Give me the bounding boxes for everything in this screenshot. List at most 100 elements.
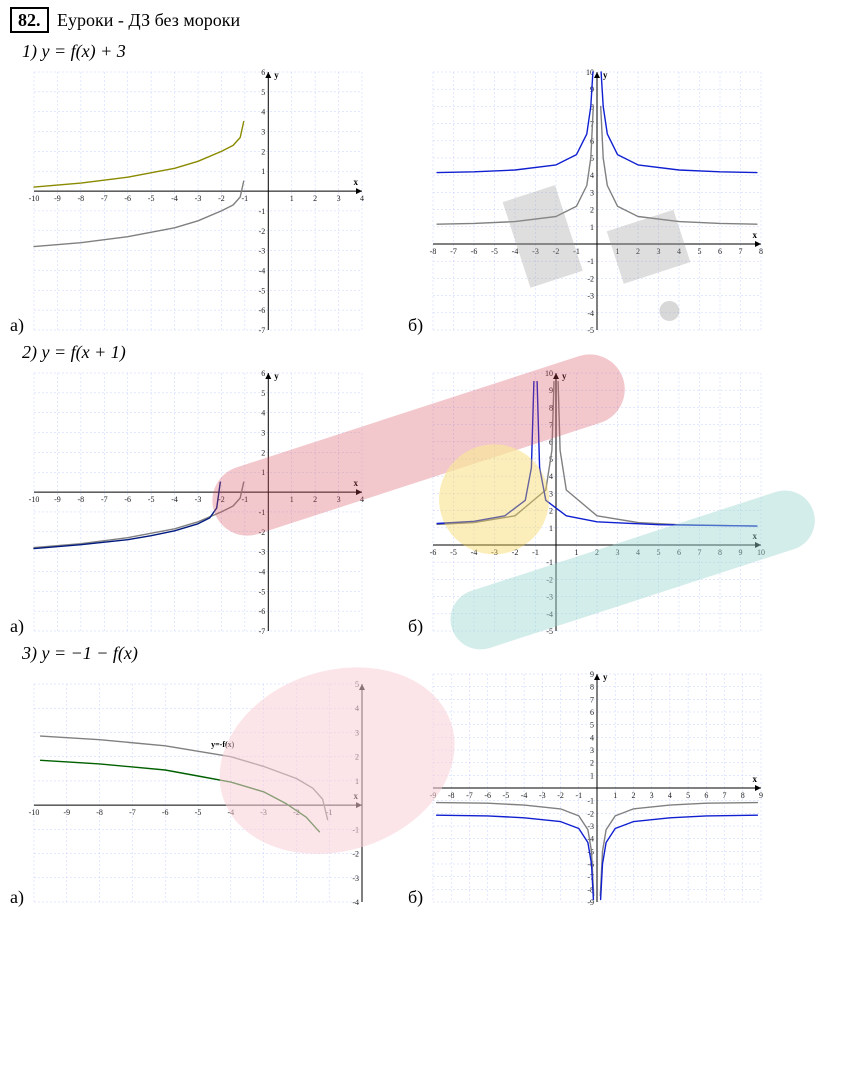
svg-text:2: 2 — [632, 791, 636, 800]
svg-text:9: 9 — [759, 791, 763, 800]
svg-text:5: 5 — [686, 791, 690, 800]
svg-text:1: 1 — [575, 548, 579, 557]
svg-text:-3: -3 — [260, 808, 267, 817]
svg-text:5: 5 — [698, 247, 702, 256]
svg-text:4: 4 — [261, 108, 265, 117]
svg-text:-6: -6 — [162, 808, 169, 817]
svg-text:4: 4 — [668, 791, 672, 800]
svg-text:-3: -3 — [539, 791, 546, 800]
svg-text:6: 6 — [590, 708, 594, 717]
svg-text:-2: -2 — [218, 495, 225, 504]
svg-text:-7: -7 — [466, 791, 473, 800]
svg-text:3: 3 — [616, 548, 620, 557]
svg-text:2: 2 — [549, 507, 553, 516]
svg-text:3: 3 — [337, 495, 341, 504]
svg-text:x: x — [753, 774, 758, 784]
chart-3b: xy-9-8-7-6-5-4-3-2-1123456789-9-8-7-6-5-… — [427, 668, 767, 908]
svg-text:-2: -2 — [259, 227, 266, 236]
svg-text:10: 10 — [757, 548, 765, 557]
svg-text:8: 8 — [718, 548, 722, 557]
svg-text:-3: -3 — [546, 593, 553, 602]
svg-text:-4: -4 — [587, 309, 594, 318]
svg-text:5: 5 — [657, 548, 661, 557]
svg-text:-6: -6 — [124, 194, 131, 203]
svg-text:-8: -8 — [78, 495, 85, 504]
svg-text:-1: -1 — [352, 825, 359, 834]
svg-text:-4: -4 — [171, 495, 178, 504]
svg-text:8: 8 — [759, 247, 763, 256]
svg-text:y: y — [562, 371, 567, 381]
svg-text:-4: -4 — [171, 194, 178, 203]
eq-1: 1) y = f(x) + 3 — [22, 41, 868, 62]
svg-text:2: 2 — [355, 753, 359, 762]
svg-text:-9: -9 — [54, 495, 61, 504]
svg-text:8: 8 — [590, 683, 594, 692]
svg-text:-9: -9 — [63, 808, 70, 817]
svg-text:-3: -3 — [352, 874, 359, 883]
svg-text:-7: -7 — [259, 326, 266, 335]
svg-text:1: 1 — [261, 167, 265, 176]
svg-text:-1: -1 — [242, 495, 249, 504]
svg-text:4: 4 — [360, 194, 364, 203]
eq-2: 2) y = f(x + 1) — [22, 342, 868, 363]
site-tag: Еуроки - ДЗ без мороки — [57, 10, 240, 30]
svg-text:3: 3 — [549, 489, 553, 498]
svg-text:1: 1 — [549, 524, 553, 533]
svg-text:-1: -1 — [587, 257, 594, 266]
svg-text:-8: -8 — [96, 808, 103, 817]
svg-text:3: 3 — [355, 728, 359, 737]
svg-text:1: 1 — [261, 468, 265, 477]
svg-text:-8: -8 — [448, 791, 455, 800]
label-a: а) — [10, 315, 24, 336]
svg-text:4: 4 — [261, 409, 265, 418]
svg-text:7: 7 — [723, 791, 727, 800]
svg-text:-7: -7 — [101, 495, 108, 504]
svg-text:-2: -2 — [557, 791, 564, 800]
chart-1b: xy-8-7-6-5-4-3-2-112345678-5-4-3-2-11234… — [427, 66, 767, 336]
svg-text:-1: -1 — [242, 194, 249, 203]
svg-text:-1: -1 — [573, 247, 580, 256]
svg-text:-4: -4 — [512, 247, 519, 256]
svg-text:2: 2 — [261, 448, 265, 457]
svg-text:-3: -3 — [195, 194, 202, 203]
svg-text:-5: -5 — [148, 495, 155, 504]
svg-text:y=-f(x): y=-f(x) — [211, 740, 235, 749]
svg-text:-10: -10 — [29, 808, 40, 817]
svg-text:-1: -1 — [259, 508, 266, 517]
chart-3a: xy-10-9-8-7-6-5-4-3-2-1-4-3-2-112345y=-f… — [28, 678, 368, 908]
svg-text:-5: -5 — [546, 627, 553, 636]
svg-text:-7: -7 — [129, 808, 136, 817]
svg-text:-4: -4 — [546, 610, 553, 619]
svg-text:-5: -5 — [259, 286, 266, 295]
svg-text:7: 7 — [698, 548, 702, 557]
svg-text:4: 4 — [549, 472, 553, 481]
svg-text:3: 3 — [657, 247, 661, 256]
svg-text:-2: -2 — [587, 274, 594, 283]
svg-text:-3: -3 — [259, 247, 266, 256]
svg-text:-3: -3 — [491, 548, 498, 557]
svg-text:-4: -4 — [521, 791, 528, 800]
svg-text:-4: -4 — [471, 548, 478, 557]
svg-text:6: 6 — [261, 68, 265, 77]
svg-text:8: 8 — [549, 403, 553, 412]
svg-text:-7: -7 — [101, 194, 108, 203]
svg-text:-6: -6 — [259, 607, 266, 616]
label-b: б) — [408, 315, 423, 336]
svg-text:2: 2 — [313, 495, 317, 504]
svg-text:-1: -1 — [546, 558, 553, 567]
svg-text:4: 4 — [360, 495, 364, 504]
svg-text:8: 8 — [741, 791, 745, 800]
chart-2a: xy-10-9-8-7-6-5-4-3-2-11234-7-6-5-4-3-2-… — [28, 367, 368, 637]
svg-text:-9: -9 — [54, 194, 61, 203]
svg-text:-5: -5 — [587, 326, 594, 335]
svg-text:9: 9 — [549, 386, 553, 395]
eq-3: 3) y = −1 − f(x) — [22, 643, 868, 664]
header: 82. Еуроки - ДЗ без мороки — [10, 10, 868, 31]
svg-text:x: x — [353, 478, 358, 488]
svg-text:4: 4 — [590, 733, 594, 742]
svg-text:-3: -3 — [259, 548, 266, 557]
svg-text:6: 6 — [677, 548, 681, 557]
svg-text:-3: -3 — [587, 292, 594, 301]
svg-text:5: 5 — [355, 680, 359, 689]
svg-text:-3: -3 — [532, 247, 539, 256]
